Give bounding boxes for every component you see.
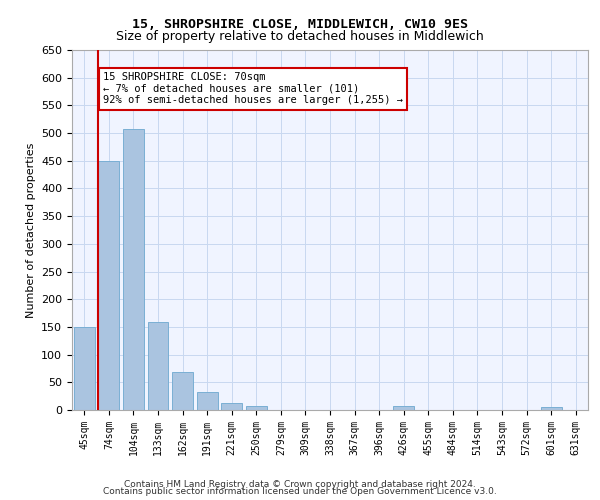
- Y-axis label: Number of detached properties: Number of detached properties: [26, 142, 35, 318]
- Bar: [393, 406, 414, 410]
- Text: Contains public sector information licensed under the Open Government Licence v3: Contains public sector information licen…: [103, 487, 497, 496]
- Bar: [541, 407, 562, 410]
- Bar: [148, 322, 169, 410]
- Text: Size of property relative to detached houses in Middlewich: Size of property relative to detached ho…: [116, 30, 484, 43]
- Bar: [123, 129, 144, 410]
- Bar: [172, 372, 193, 410]
- Bar: [197, 392, 218, 410]
- Bar: [74, 327, 95, 410]
- Text: Contains HM Land Registry data © Crown copyright and database right 2024.: Contains HM Land Registry data © Crown c…: [124, 480, 476, 489]
- Text: 15, SHROPSHIRE CLOSE, MIDDLEWICH, CW10 9ES: 15, SHROPSHIRE CLOSE, MIDDLEWICH, CW10 9…: [132, 18, 468, 30]
- Text: 15 SHROPSHIRE CLOSE: 70sqm
← 7% of detached houses are smaller (101)
92% of semi: 15 SHROPSHIRE CLOSE: 70sqm ← 7% of detac…: [103, 72, 403, 106]
- Bar: [98, 161, 119, 410]
- Bar: [221, 403, 242, 410]
- Bar: [246, 406, 267, 410]
